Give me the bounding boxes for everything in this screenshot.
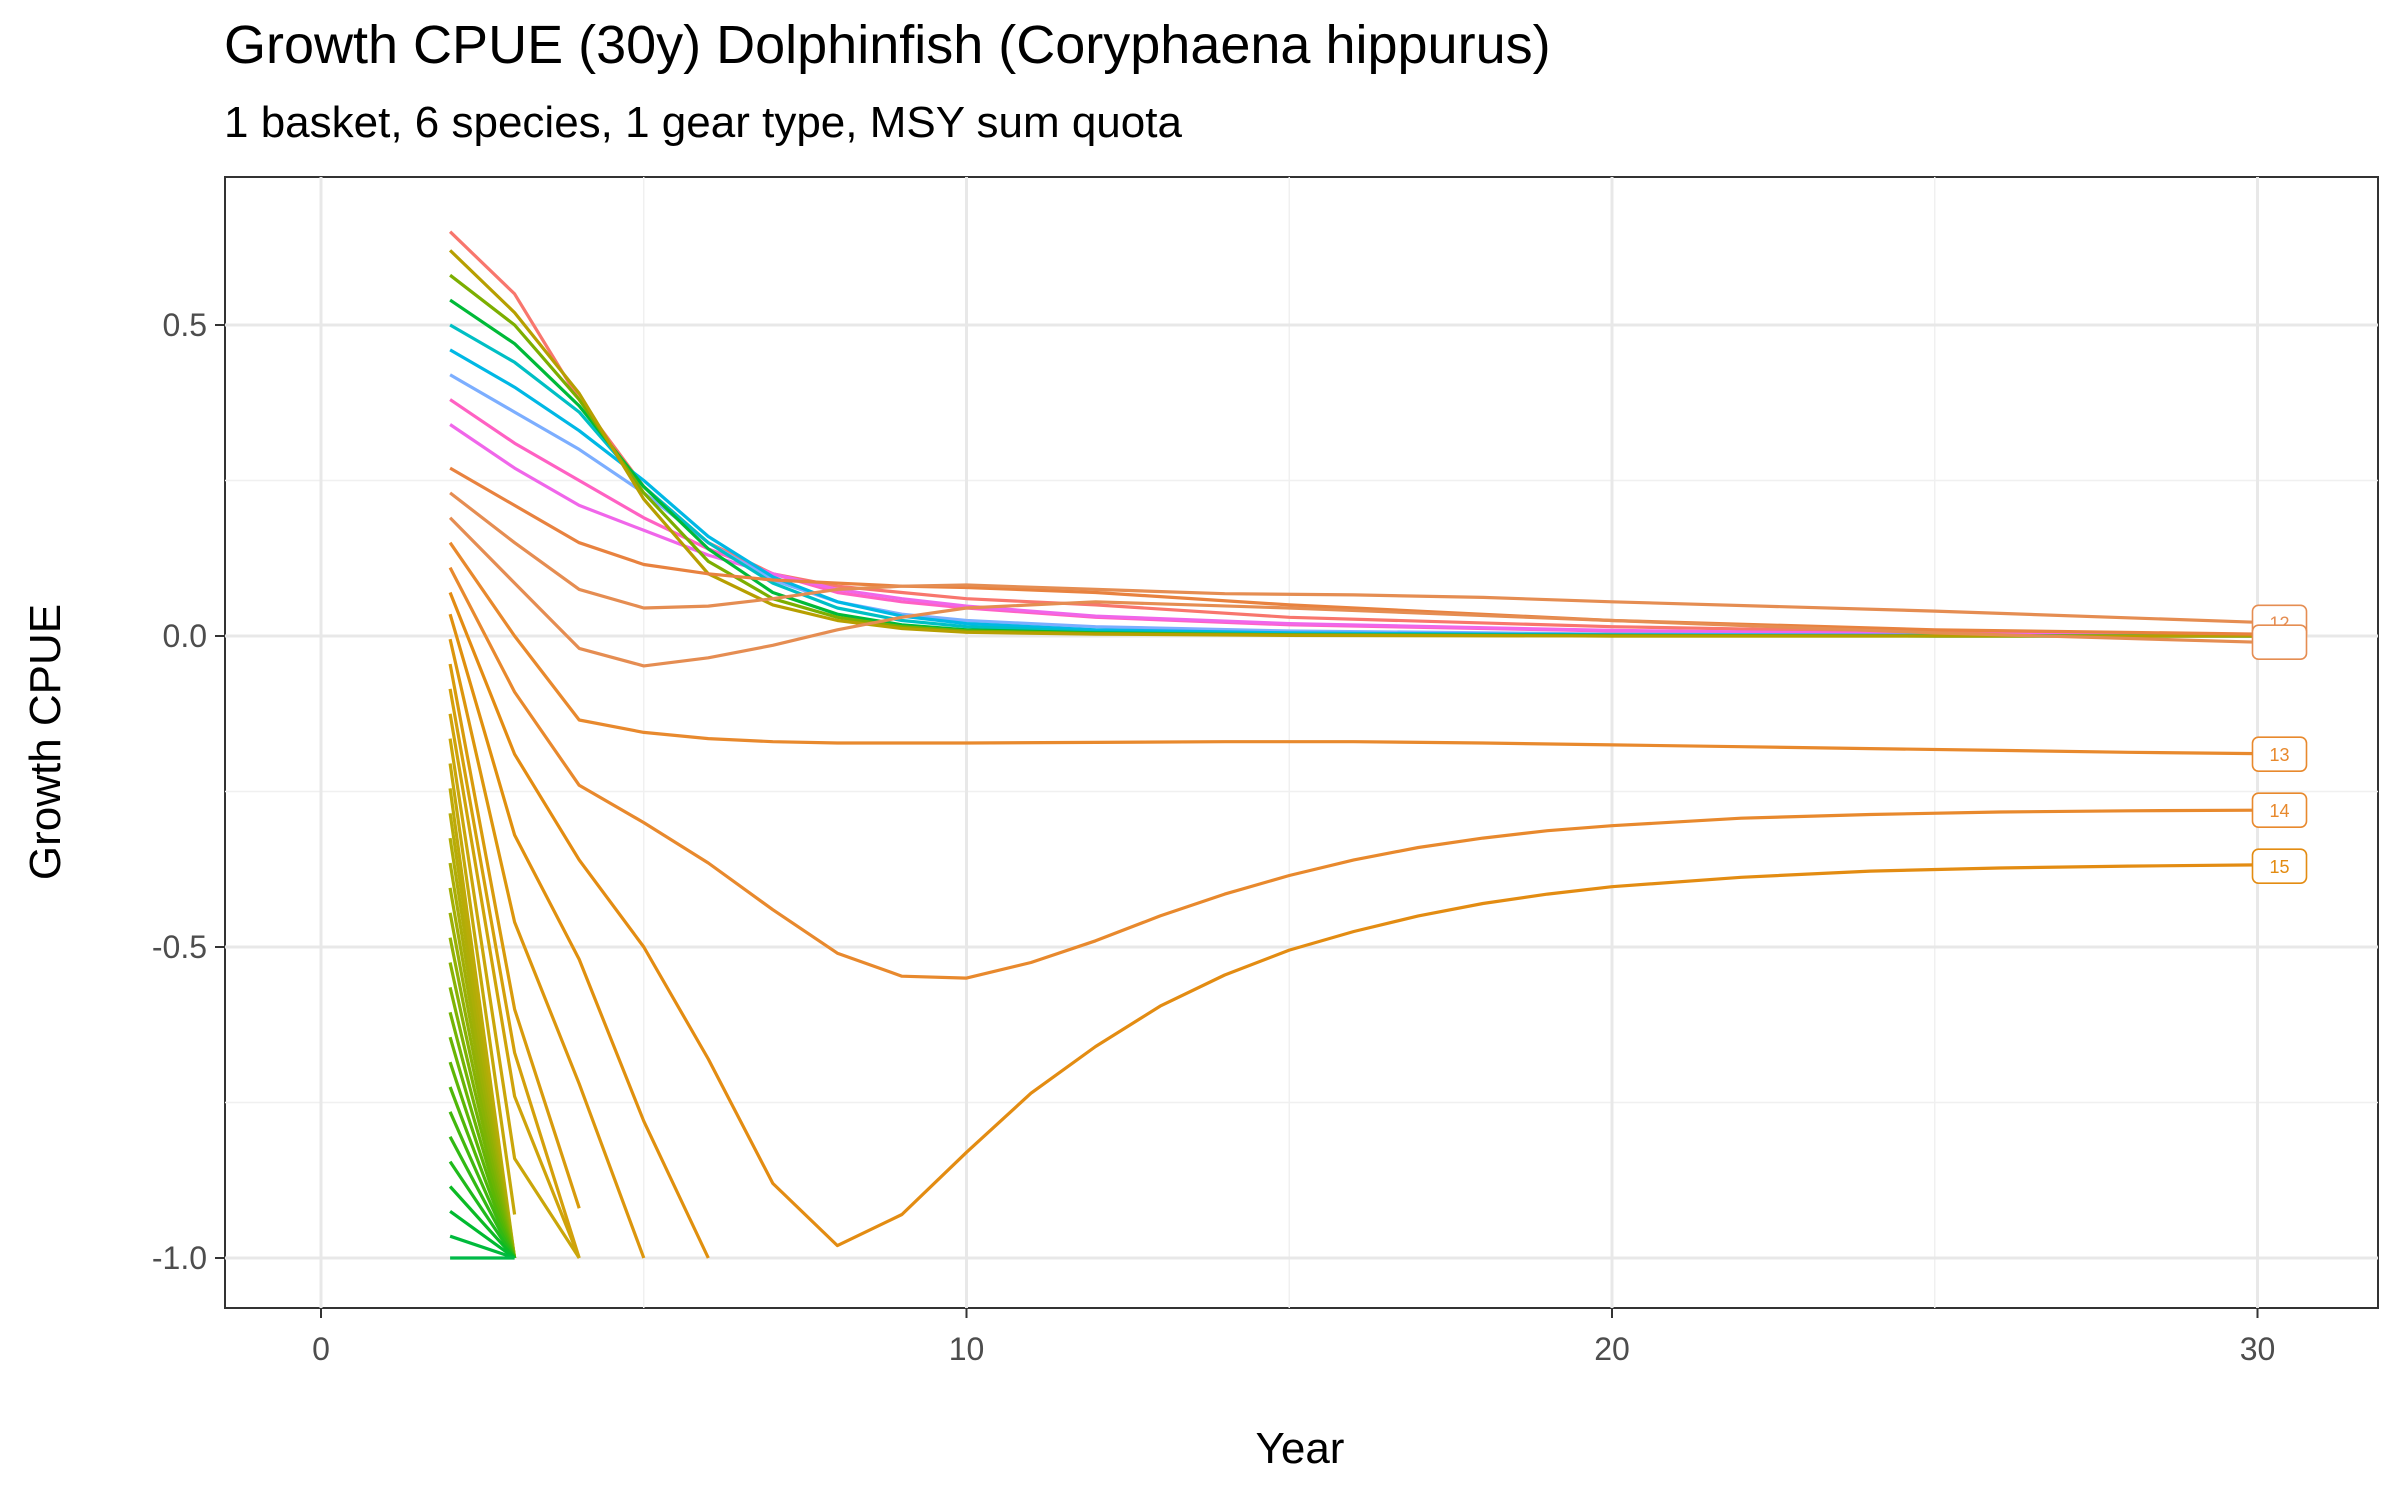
chart-title: Growth CPUE (30y) Dolphinfish (Coryphaen…	[224, 15, 1551, 75]
end-label-text: 14	[2269, 801, 2289, 821]
series-line-3	[449, 423, 2258, 638]
series-line-39	[448, 1185, 516, 1260]
end-label-2	[2251, 624, 2308, 661]
series-line-36	[448, 1111, 517, 1259]
end-label-text: 15	[2269, 857, 2289, 877]
end-label-text: 13	[2269, 745, 2289, 765]
series-line-20	[448, 713, 581, 1259]
series-line-15	[448, 591, 2258, 1248]
chart-subtitle: 1 basket, 6 species, 1 gear type, MSY su…	[224, 98, 1182, 147]
series-line-14	[448, 566, 2258, 980]
series-line-11	[449, 491, 2258, 624]
series-line-37	[448, 1135, 517, 1259]
y-tick-label: 0.5	[163, 307, 207, 343]
end-label-box	[2251, 624, 2308, 661]
series-line-12	[448, 516, 2258, 668]
end-label-3: 13	[2251, 736, 2308, 772]
axes-layer: 0 10 20 30 0.5 0.0 -0.5 -1.0	[152, 307, 2275, 1367]
y-axis-title: Growth CPUE	[21, 604, 70, 880]
x-tick-label: 30	[2240, 1331, 2276, 1367]
series-line-17	[448, 638, 646, 1259]
series-line-16	[448, 613, 710, 1259]
series-line-22	[448, 763, 517, 1215]
x-tick-label: 0	[312, 1331, 330, 1367]
series-line-19	[448, 688, 581, 1259]
end-label-box	[2251, 848, 2308, 884]
series-line-35	[448, 1086, 517, 1259]
series-line-13	[448, 541, 2258, 756]
y-tick-label: -0.5	[152, 929, 207, 965]
series-line-21	[448, 738, 581, 1259]
series-line-41	[449, 1234, 516, 1260]
series-line-18	[448, 663, 581, 1209]
end-label-4: 14	[2251, 792, 2308, 828]
y-tick-label: -1.0	[152, 1240, 207, 1276]
x-tick-label: 10	[949, 1331, 985, 1367]
series-line-40	[449, 1210, 516, 1260]
end-label-5: 15	[2251, 848, 2308, 884]
x-axis-title: Year	[1256, 1424, 1345, 1473]
y-tick-label: 0.0	[163, 618, 207, 654]
series-layer	[448, 230, 2258, 1260]
end-label-box	[2251, 792, 2308, 828]
end-label-box	[2251, 736, 2308, 772]
series-line-38	[448, 1160, 516, 1259]
x-tick-label: 20	[1594, 1331, 1630, 1367]
